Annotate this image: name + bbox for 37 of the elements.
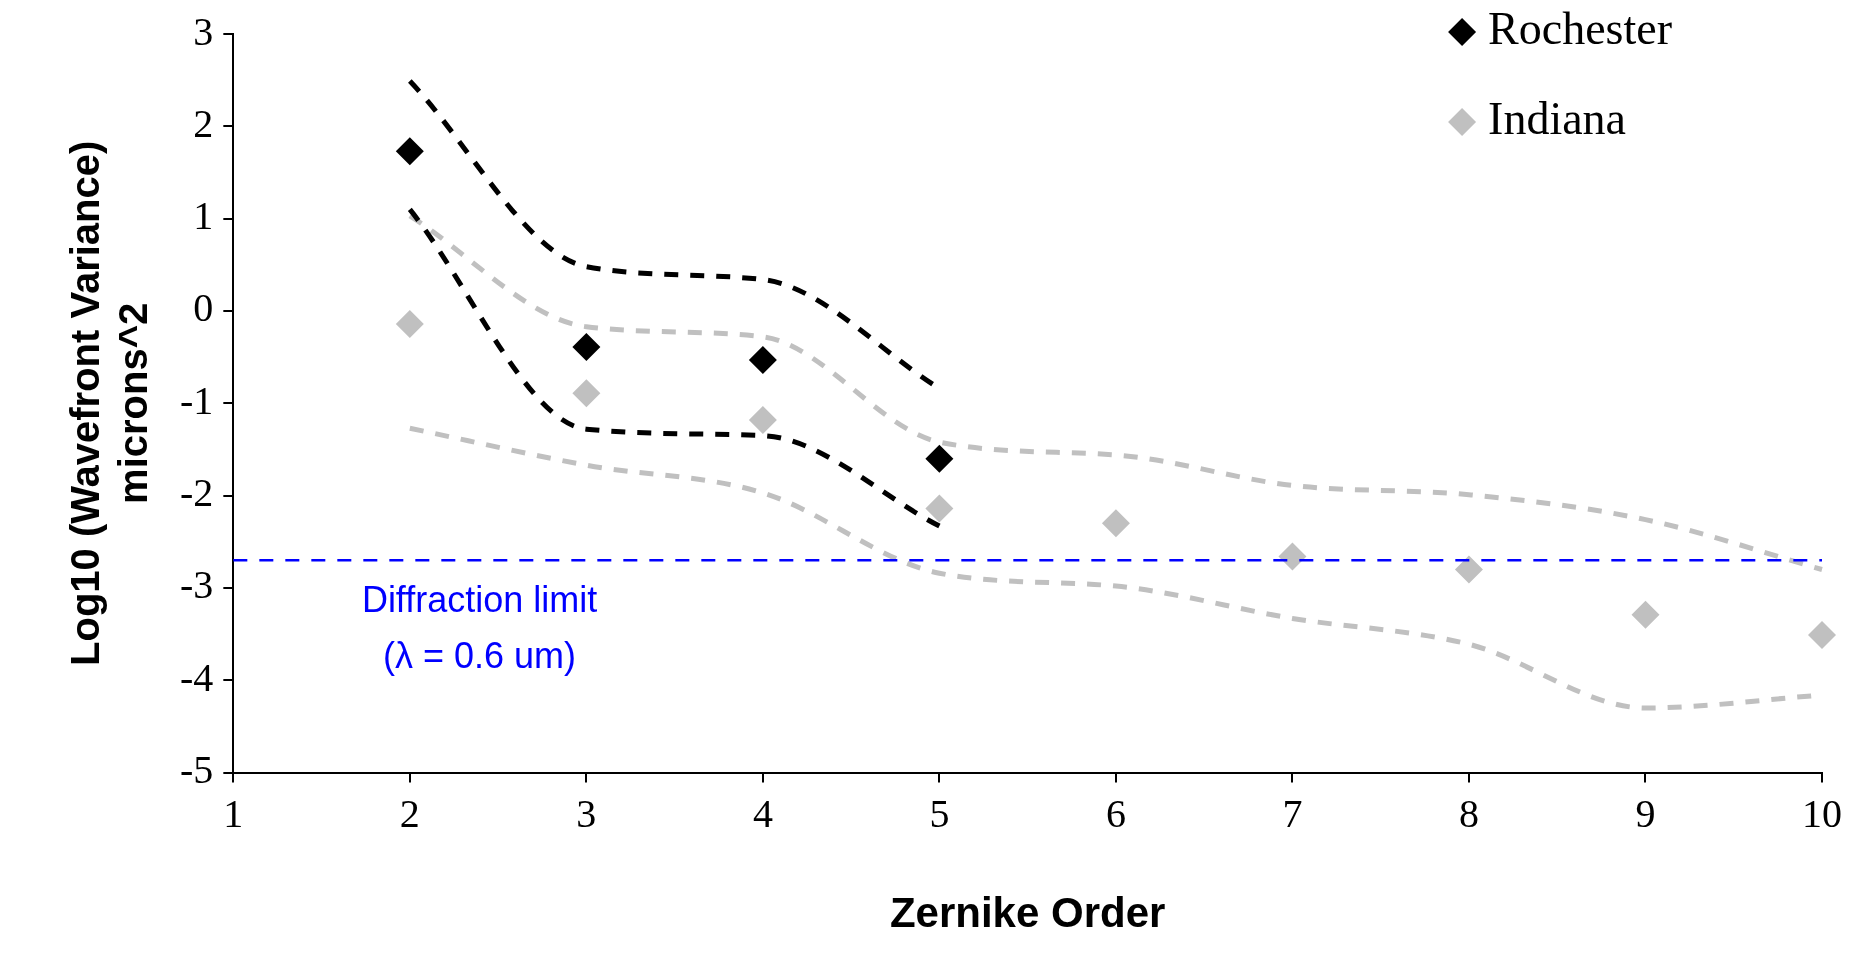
legend-label: Indiana [1488,93,1626,145]
x-tick-label: 6 [1105,791,1126,837]
y-tick-label: -5 [179,747,214,793]
annotation: Diffraction limit (λ = 0.6 um) [361,579,598,677]
y-tick-label: -1 [179,377,214,423]
y-tick-label: 2 [193,100,214,146]
point [748,405,777,434]
x-tick-label: 9 [1635,791,1656,837]
y-tick-label: 1 [193,193,214,239]
legend-label: Rochester [1488,3,1672,55]
x-tick-label: 4 [752,791,773,837]
point [748,345,777,374]
y-tick-label: 3 [193,8,214,54]
y-tick-label: 0 [193,285,214,331]
point [395,137,424,166]
point [925,494,954,523]
point [1454,555,1483,584]
y-tick-label: -2 [179,470,214,516]
point [395,309,424,338]
x-tick-label: 8 [1458,791,1479,837]
point [1631,600,1660,629]
point [1278,542,1307,571]
x-tick-label: 2 [399,791,420,837]
x-tick-label: 5 [929,791,950,837]
point [1808,621,1836,650]
x-tick-label: 7 [1282,791,1303,837]
point [572,332,601,361]
x-tick-label: 3 [576,791,597,837]
point [572,379,601,408]
x-tick-label: 1 [223,791,244,837]
point [1101,509,1130,538]
point [925,444,954,473]
x-tick-label: 10 [1802,791,1842,837]
y-axis-title: Log10 (Wavefront Variance) microns^2 [63,140,156,666]
y-tick-label: -4 [179,654,214,700]
y-tick-label: -3 [179,562,214,608]
x-axis-title: Zernike Order [889,889,1166,937]
